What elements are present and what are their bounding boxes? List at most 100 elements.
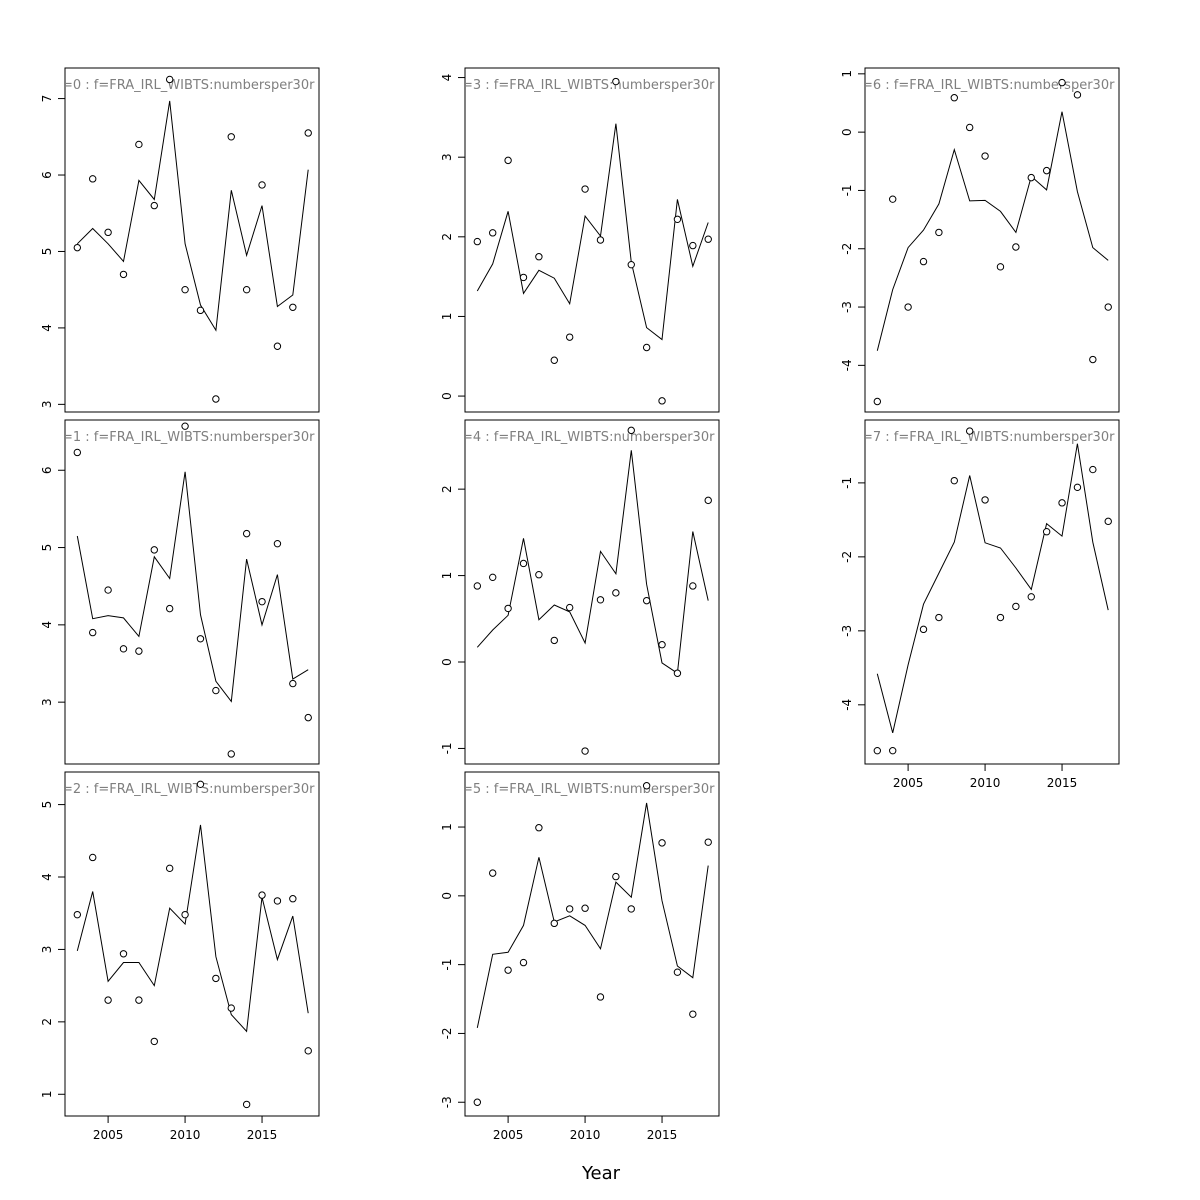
y-tick-label: -3 [440, 1096, 454, 1108]
y-tick-label: 6 [40, 466, 54, 474]
observed-point [1042, 166, 1051, 175]
observed-point [689, 582, 697, 590]
observed-point [273, 342, 282, 350]
x-tick-label: 2015 [1047, 776, 1078, 790]
y-tick-label: -1 [840, 184, 854, 196]
observed-point [673, 968, 682, 976]
x-tick-label: 2015 [247, 1128, 278, 1142]
y-tick-label: 3 [40, 946, 54, 954]
observed-point [504, 604, 512, 613]
observed-point [242, 285, 251, 294]
panel-1: =1 : f=FRA_IRL_WIBTS:numbersper30r 3 4 5 6 [40, 419, 320, 765]
y-tick-label: 2 [440, 485, 454, 493]
panel-title: =4 : f=FRA_IRL_WIBTS:numbersper30r [462, 430, 715, 445]
observed-point [289, 895, 297, 903]
y-tick-label: 1 [440, 823, 454, 831]
observed-point [627, 426, 635, 435]
observed-point [565, 603, 574, 612]
y-tick-label: 0 [840, 128, 854, 136]
observed-point [581, 185, 589, 193]
observed-point [212, 395, 220, 403]
y-tick-label: -1 [440, 742, 454, 754]
y-tick-label: 4 [440, 74, 454, 82]
observed-point [535, 571, 543, 579]
y-tick-label: 3 [40, 401, 54, 409]
observed-point [642, 782, 651, 790]
observed-point [612, 872, 620, 881]
observed-point [535, 824, 543, 832]
observed-point [1027, 593, 1035, 601]
observed-point [1058, 499, 1066, 507]
observed-point [996, 613, 1005, 622]
observed-point [273, 897, 282, 905]
observed-point [873, 746, 882, 755]
observed-point [196, 780, 205, 789]
observed-point [181, 285, 189, 294]
observed-point [1042, 528, 1051, 536]
observed-point [1089, 465, 1097, 474]
observed-point [165, 864, 174, 873]
fitted-line [476, 450, 709, 675]
observed-point [135, 996, 143, 1004]
y-tick-label: 3 [40, 698, 54, 706]
panel-title: =0 : f=FRA_IRL_WIBTS:numbersper30r [62, 78, 315, 93]
observed-point [904, 303, 912, 311]
observed-point [689, 241, 697, 250]
y-tick-label: 4 [40, 324, 54, 332]
observed-point [1058, 78, 1066, 87]
observed-point [1073, 483, 1082, 492]
observed-point [181, 910, 189, 919]
observed-point [965, 427, 974, 435]
panels: =0 : f=FRA_IRL_WIBTS:numbersper30r34567=… [40, 67, 1120, 1142]
y-tick-label: 5 [40, 544, 54, 552]
panel-4: =4 : f=FRA_IRL_WIBTS:numbersper30r -1 0 1 2 [440, 419, 720, 765]
fitted-line [76, 824, 309, 1033]
panel-title: =1 : f=FRA_IRL_WIBTS:numbersper30r [62, 430, 315, 445]
observed-point [489, 573, 497, 582]
observed-point [627, 905, 635, 913]
observed-point [227, 1004, 235, 1012]
observed-point [242, 1100, 251, 1109]
y-tick-label: -3 [840, 625, 854, 637]
observed-point [119, 645, 128, 653]
y-tick-label: 6 [40, 171, 54, 179]
observed-point [581, 747, 589, 755]
observed-point [150, 201, 158, 210]
observed-point [550, 356, 558, 364]
observed-point [289, 679, 297, 688]
panel-frame [64, 67, 320, 413]
observed-point [258, 181, 266, 189]
observed-point [935, 613, 943, 622]
y-tick-label: 0 [440, 658, 454, 666]
observed-point [658, 397, 666, 405]
panel-frame [464, 771, 720, 1117]
observed-point [642, 343, 651, 352]
observed-point [212, 686, 220, 695]
observed-point [504, 156, 512, 165]
x-tick-label: 2005 [893, 776, 924, 790]
observed-point [135, 140, 143, 149]
y-tick-label: -2 [440, 1027, 454, 1039]
observed-point [935, 228, 943, 237]
observed-point [704, 838, 712, 846]
observed-point [565, 333, 574, 341]
observed-point [1027, 173, 1035, 182]
observed-point [950, 476, 958, 485]
panel-frame [464, 419, 720, 765]
observed-point [704, 235, 712, 243]
x-axis-label: Year [581, 1163, 621, 1184]
panel-title: =2 : f=FRA_IRL_WIBTS:numbersper30r [62, 782, 315, 797]
observed-point [119, 270, 128, 279]
observed-point [258, 597, 266, 606]
x-tick-label: 2005 [93, 1128, 124, 1142]
observed-point [304, 129, 312, 137]
panel-title: =7 : f=FRA_IRL_WIBTS:numbersper30r [862, 430, 1115, 445]
observed-point [104, 228, 112, 237]
y-tick-label: 0 [440, 892, 454, 900]
observed-point [627, 260, 635, 269]
panel-title: =3 : f=FRA_IRL_WIBTS:numbersper30r [462, 78, 715, 93]
observed-point [489, 229, 497, 237]
y-tick-label: -4 [840, 359, 854, 371]
observed-point [104, 996, 112, 1004]
